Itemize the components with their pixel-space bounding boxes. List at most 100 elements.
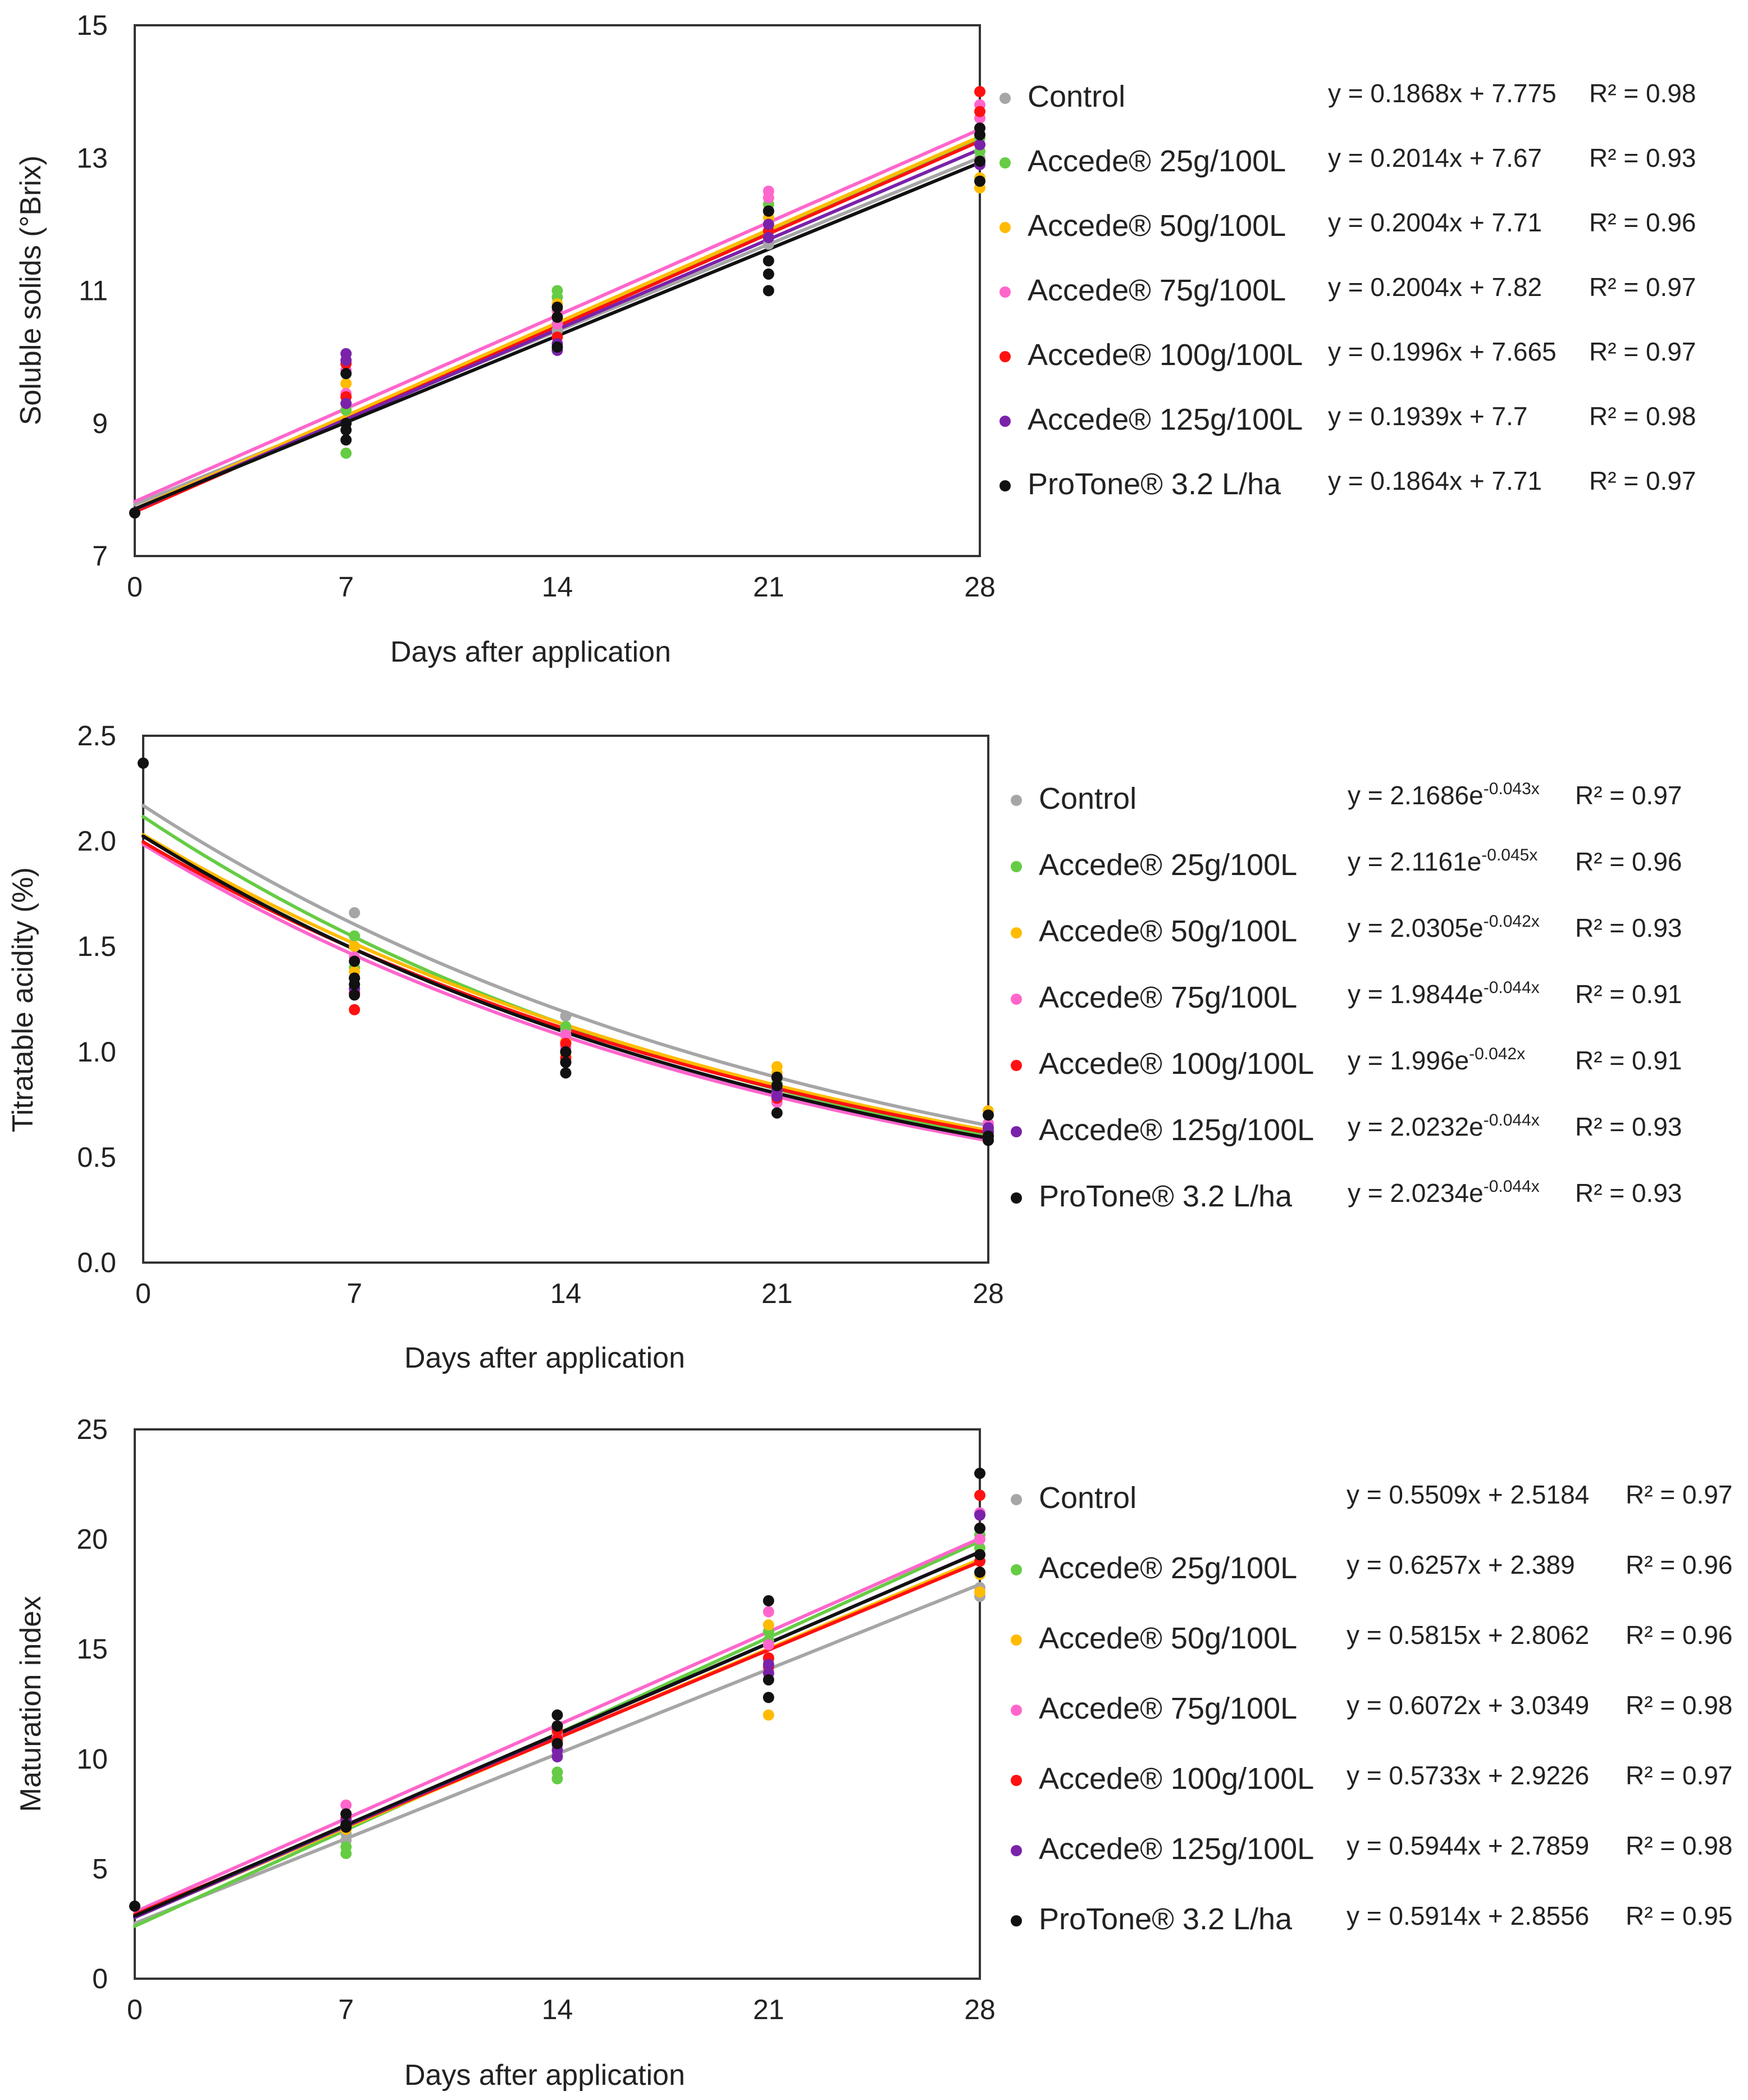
legend-marker bbox=[1011, 1845, 1022, 1856]
data-point bbox=[763, 1692, 774, 1703]
legend-marker bbox=[999, 222, 1011, 233]
legend-label: Accede® 25g/100L bbox=[1028, 144, 1286, 178]
y-tick-label: 15 bbox=[76, 1633, 108, 1665]
y-tick-label: 5 bbox=[92, 1853, 108, 1884]
trendline-equation: y = 1.9844e-0.044x bbox=[1348, 978, 1540, 1009]
data-point bbox=[763, 1709, 774, 1721]
r-squared-label: R² = 0.93 bbox=[1589, 143, 1696, 172]
data-point bbox=[763, 1619, 774, 1631]
legend-label: Accede® 75g/100L bbox=[1039, 1692, 1297, 1725]
y-tick-label: 0.0 bbox=[77, 1247, 116, 1278]
trendline-equation: y = 0.6257x + 2.389 bbox=[1347, 1550, 1575, 1579]
r-squared-label: R² = 0.98 bbox=[1626, 1691, 1733, 1720]
trendline-equation: y = 0.1864x + 7.71 bbox=[1328, 466, 1542, 495]
trendline-equation: y = 0.5733x + 2.9226 bbox=[1347, 1761, 1589, 1790]
y-tick-label: 1.5 bbox=[77, 931, 116, 962]
data-point bbox=[974, 1533, 985, 1545]
x-tick-label: 28 bbox=[964, 1994, 996, 2025]
trendline-equation: y = 0.6072x + 3.0349 bbox=[1347, 1691, 1589, 1720]
data-point bbox=[974, 156, 985, 167]
trendline-equation: y = 0.5509x + 2.5184 bbox=[1347, 1480, 1589, 1509]
legend-marker bbox=[1011, 1634, 1022, 1646]
legend-label: Control bbox=[1039, 782, 1137, 816]
chart-panel-maturation-index: 0 5 10 15 20 25 0 7 14 21 28 Maturation index Day… bbox=[15, 1414, 1733, 2092]
legend-marker bbox=[1011, 795, 1022, 806]
data-point bbox=[560, 1021, 572, 1032]
x-tick-label: 7 bbox=[338, 1994, 354, 2025]
data-point bbox=[349, 1004, 360, 1015]
data-point bbox=[763, 285, 774, 297]
y-tick-label: 0 bbox=[92, 1963, 108, 1994]
data-point bbox=[340, 398, 352, 409]
r-squared-label: R² = 0.97 bbox=[1626, 1480, 1733, 1509]
legend-label: Accede® 100g/100L bbox=[1039, 1762, 1314, 1796]
trendline-equation: y = 2.1161e-0.045x bbox=[1348, 846, 1537, 876]
trendline-equation: y = 2.0232e-0.044x bbox=[1348, 1111, 1540, 1141]
legend-label: ProTone® 3.2 L/ha bbox=[1039, 1179, 1293, 1213]
data-point bbox=[340, 1799, 352, 1811]
data-point bbox=[974, 175, 985, 187]
trendline-equation: y = 2.0234e-0.044x bbox=[1348, 1177, 1540, 1208]
y-tick-label: 10 bbox=[76, 1743, 108, 1775]
data-point bbox=[551, 302, 563, 313]
x-axis-label: Days after application bbox=[390, 636, 671, 668]
y-tick-label: 13 bbox=[76, 142, 108, 174]
y-axis-label: Soluble solids (°Brix) bbox=[15, 156, 47, 425]
data-point bbox=[763, 1606, 774, 1618]
legend-marker bbox=[1011, 1564, 1022, 1575]
legend-label: Control bbox=[1028, 80, 1125, 113]
r-squared-label: R² = 0.96 bbox=[1575, 847, 1682, 876]
data-point bbox=[974, 106, 985, 117]
y-tick-label: 20 bbox=[76, 1524, 108, 1555]
data-point bbox=[763, 1674, 774, 1686]
legend-marker bbox=[999, 286, 1011, 298]
data-point bbox=[763, 1595, 774, 1607]
x-axis-label: Days after application bbox=[404, 1342, 685, 1374]
y-tick-label: 2.0 bbox=[77, 826, 116, 857]
y-axis-label: Titratable acidity (%) bbox=[7, 867, 39, 1132]
x-tick-label: 21 bbox=[753, 571, 784, 603]
x-tick-label: 28 bbox=[973, 1278, 1004, 1309]
legend-label: Accede® 50g/100L bbox=[1039, 1621, 1297, 1655]
data-point bbox=[349, 941, 360, 953]
data-point bbox=[129, 507, 140, 519]
data-point bbox=[349, 978, 360, 990]
legend-label: ProTone® 3.2 L/ha bbox=[1028, 467, 1281, 501]
r-squared-label: R² = 0.96 bbox=[1626, 1620, 1733, 1650]
data-point bbox=[551, 1720, 563, 1732]
x-tick-label: 14 bbox=[542, 1994, 573, 2025]
data-point bbox=[771, 1107, 783, 1119]
r-squared-label: R² = 0.91 bbox=[1575, 1046, 1682, 1075]
x-tick-label: 14 bbox=[542, 571, 573, 603]
legend-label: Accede® 75g/100L bbox=[1028, 274, 1286, 307]
r-squared-label: R² = 0.96 bbox=[1589, 208, 1696, 237]
legend-label: Accede® 25g/100L bbox=[1039, 1551, 1297, 1585]
trendline-equation: y = 2.0305e-0.042x bbox=[1348, 912, 1540, 942]
x-tick-label: 14 bbox=[550, 1278, 582, 1309]
data-point bbox=[974, 1548, 985, 1560]
r-squared-label: R² = 0.96 bbox=[1626, 1550, 1733, 1579]
legend-label: ProTone® 3.2 L/ha bbox=[1039, 1902, 1293, 1936]
plot-area bbox=[142, 735, 989, 1264]
r-squared-label: R² = 0.97 bbox=[1589, 466, 1696, 495]
trendline-equation: y = 0.1996x + 7.665 bbox=[1328, 337, 1557, 366]
plot-area bbox=[134, 1428, 981, 1980]
x-tick-label: 7 bbox=[338, 571, 354, 603]
legend-marker bbox=[1011, 1494, 1022, 1505]
data-point bbox=[340, 377, 352, 389]
data-point bbox=[974, 1566, 985, 1578]
data-point bbox=[763, 268, 774, 280]
data-point bbox=[763, 192, 774, 204]
data-point bbox=[340, 424, 352, 436]
data-point bbox=[974, 86, 985, 98]
legend-label: Control bbox=[1039, 1481, 1137, 1515]
legend-marker bbox=[1011, 1705, 1022, 1716]
y-tick-label: 0.5 bbox=[77, 1141, 116, 1173]
data-point bbox=[771, 1071, 783, 1083]
data-point bbox=[974, 1586, 985, 1598]
y-tick-label: 11 bbox=[79, 275, 108, 307]
chart-panel-titratable-acidity: 0.0 0.5 1.0 1.5 2.0 2.5 0 7 14 21 28 Titratable a… bbox=[7, 720, 1682, 1374]
r-squared-label: R² = 0.95 bbox=[1626, 1901, 1733, 1930]
